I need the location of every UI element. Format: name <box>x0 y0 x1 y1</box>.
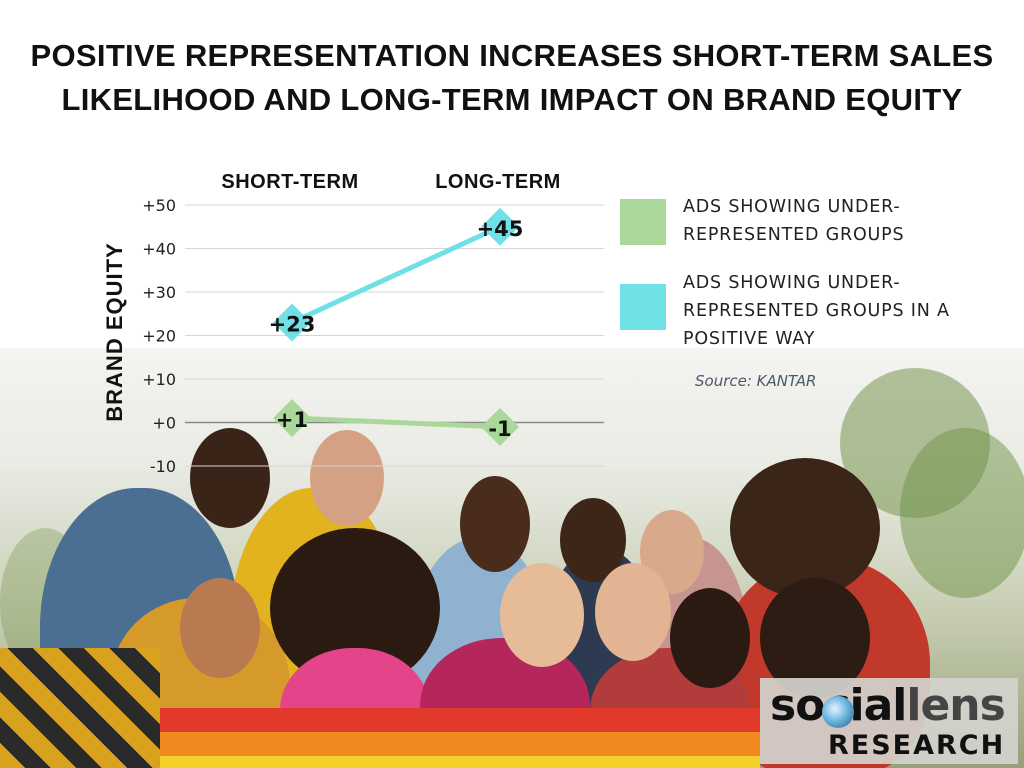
eye-lens-icon <box>822 696 854 728</box>
legend-line: ADS SHOWING UNDER- <box>683 273 901 293</box>
rainbow-flag <box>120 756 760 768</box>
data-label: +23 <box>269 312 316 336</box>
y-tick-label: +50 <box>142 196 176 215</box>
legend-line: REPRESENTED GROUPS IN A <box>683 301 950 321</box>
data-point-marker <box>481 207 519 246</box>
person-head <box>180 578 260 678</box>
x-category-label: LONG-TERM <box>435 171 561 193</box>
legend-line: ADS SHOWING UNDER- <box>683 197 901 217</box>
data-label: +45 <box>477 217 524 241</box>
y-tick-label: +30 <box>142 283 176 302</box>
x-category-labels: SHORT-TERM LONG-TERM <box>221 171 560 193</box>
series-line <box>289 415 503 430</box>
y-tick-label: -10 <box>150 457 176 476</box>
person-head <box>595 563 671 661</box>
y-tick-label: +20 <box>142 327 176 346</box>
person-head <box>460 476 530 572</box>
data-point-marker <box>273 399 311 438</box>
legend-swatch-under-represented <box>620 199 666 245</box>
legend-line: POSITIVE WAY <box>683 329 816 349</box>
x-category-label: SHORT-TERM <box>221 171 358 193</box>
y-tick-label: +40 <box>142 240 176 259</box>
logo-word-lens: lens <box>906 680 1005 731</box>
y-tick-label: +0 <box>152 414 176 433</box>
data-point-marker <box>273 303 311 342</box>
legend-label-positive-way: ADS SHOWING UNDER- REPRESENTED GROUPS IN… <box>683 269 983 353</box>
person-head <box>730 458 880 598</box>
person-head <box>310 430 384 526</box>
social-lens-logo: sociallens RESEARCH <box>760 678 1018 764</box>
rainbow-flag <box>120 732 760 756</box>
person-head <box>670 588 750 688</box>
title-line-2: LIKELIHOOD AND LONG-TERM IMPACT ON BRAND… <box>61 82 963 117</box>
tree-foliage <box>900 428 1024 598</box>
person-head <box>190 428 270 528</box>
series-group: +1 -1 +23 +45 <box>269 207 524 446</box>
rainbow-flag <box>120 708 760 732</box>
data-label: +1 <box>276 408 308 432</box>
data-label: -1 <box>488 417 511 441</box>
legend-label-under-represented: ADS SHOWING UNDER- REPRESENTED GROUPS <box>683 193 983 249</box>
plaid-shirt <box>0 648 160 768</box>
grid-lines <box>185 204 604 467</box>
legend-line: REPRESENTED GROUPS <box>683 225 905 245</box>
person-head <box>500 563 584 667</box>
y-axis-label: BRAND EQUITY <box>102 242 127 421</box>
y-tick-label: +10 <box>142 370 176 389</box>
series-line <box>289 224 503 325</box>
page-title: POSITIVE REPRESENTATION INCREASES SHORT-… <box>0 34 1024 122</box>
y-tick-labels: +50 +40 +30 +20 +10 +0 -10 <box>142 196 176 476</box>
logo-wordmark: sociallens <box>770 680 1006 731</box>
title-line-1: POSITIVE REPRESENTATION INCREASES SHORT-… <box>30 38 994 73</box>
logo-word-research: RESEARCH <box>828 730 1006 761</box>
background-photo <box>0 348 1024 768</box>
data-point-marker <box>481 407 519 446</box>
source-note: Source: KANTAR <box>695 372 817 390</box>
legend-swatch-positive-way <box>620 284 666 330</box>
